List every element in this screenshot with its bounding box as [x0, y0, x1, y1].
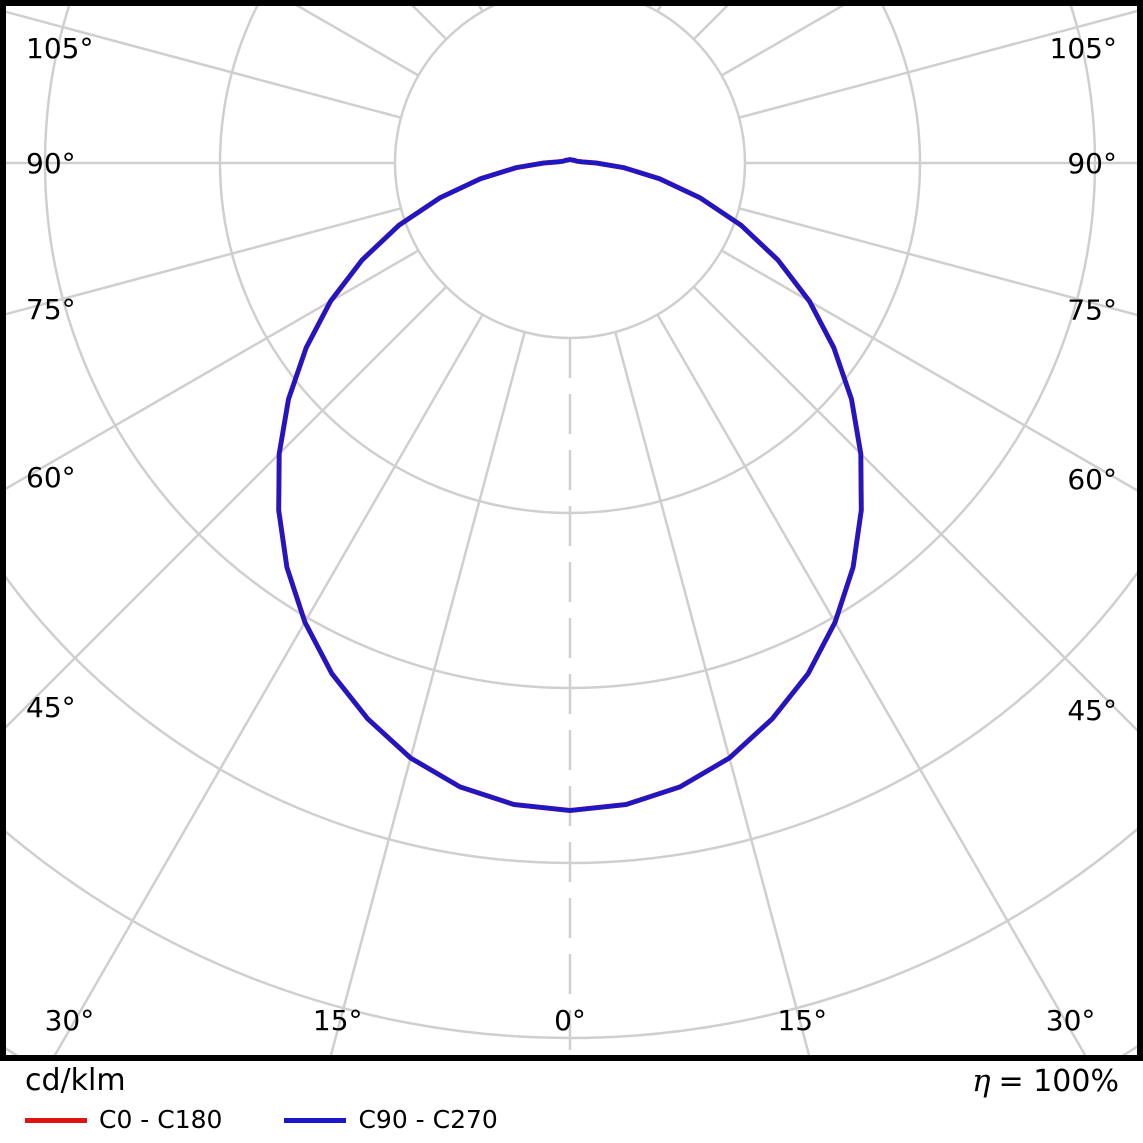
efficiency-value: = 100%: [998, 1064, 1119, 1099]
angle-label: 90°: [26, 147, 76, 180]
angle-label: 0°: [554, 1004, 586, 1037]
grid-spoke: [656, 313, 1087, 1055]
angle-label: 60°: [1067, 463, 1117, 496]
grid-spoke: [738, 207, 1137, 317]
legend-swatch-c90-c270: [284, 1117, 347, 1123]
angle-label: 45°: [1067, 694, 1117, 727]
grid-spoke: [614, 331, 811, 1055]
angle-label: 60°: [26, 461, 76, 494]
grid-spoke: [6, 10, 402, 119]
legend-item-c0-c180: C0 - C180: [25, 1106, 222, 1134]
grid-spoke: [6, 207, 402, 316]
grid-spoke: [720, 249, 1137, 492]
legend: C0 - C180 C90 - C270: [25, 1106, 560, 1134]
curve-c90-c270: [276, 157, 864, 813]
legend-label-c0-c180: C0 - C180: [99, 1105, 223, 1134]
angle-label: 105°: [26, 32, 93, 65]
grid-spoke: [329, 331, 526, 1055]
angle-label: 75°: [26, 293, 76, 326]
plot-border: [0, 0, 1143, 1061]
chart-footer: cd/klm η = 100% C0 - C180 C90 - C270: [0, 1062, 1143, 1143]
grid-spoke: [738, 9, 1137, 119]
grid-spoke: [6, 285, 448, 729]
legend-swatch-c0-c180: [25, 1117, 87, 1123]
legend-label-c90-c270: C90 - C270: [358, 1105, 498, 1134]
eta-symbol: η: [971, 1063, 991, 1099]
angle-label: 15°: [777, 1004, 827, 1037]
efficiency-label: η = 100%: [972, 1064, 1119, 1099]
grid-spoke: [53, 313, 484, 1055]
plot-background: [0, 0, 1143, 1062]
angle-label: 105°: [1050, 32, 1117, 65]
polar-chart: 0° 15° 15° 30° 30° 45° 45° 60° 60° 75° 75° 90° 90° 10…: [0, 0, 1143, 1062]
flux-unit-label: cd/klm: [25, 1063, 126, 1098]
angle-label: 30°: [45, 1004, 95, 1037]
angle-label: 90°: [1067, 147, 1117, 180]
grid-spoke: [692, 285, 1137, 732]
angle-label: 15°: [313, 1004, 363, 1037]
angle-label: 30°: [1046, 1004, 1096, 1037]
grid-spoke: [6, 249, 420, 491]
angle-label: 45°: [26, 691, 76, 724]
legend-item-c90-c270: C90 - C270: [284, 1105, 498, 1134]
intensity-curves: [276, 157, 864, 813]
polar-grid: [6, 6, 1137, 1055]
angle-label: 75°: [1067, 294, 1117, 327]
